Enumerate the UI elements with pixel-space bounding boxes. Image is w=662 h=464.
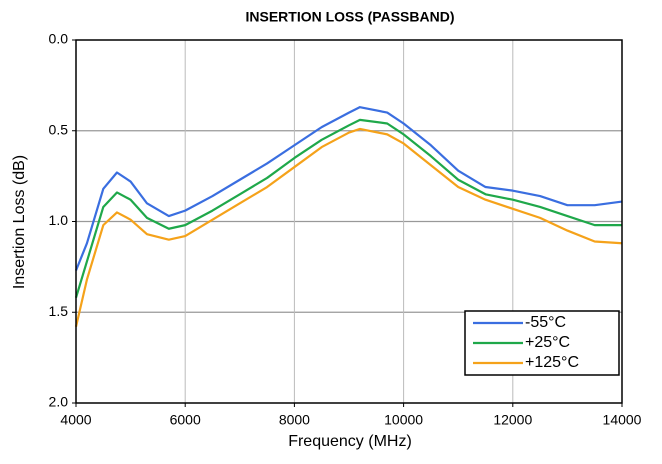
x-tick-label: 8000: [279, 412, 310, 428]
y-tick-label: 2.0: [49, 394, 69, 410]
x-tick-label: 4000: [60, 412, 91, 428]
x-tick-label: 10000: [384, 412, 423, 428]
y-tick-label: 1.0: [49, 212, 69, 228]
x-tick-label: 6000: [170, 412, 201, 428]
legend-label: +125°C: [525, 354, 579, 371]
series-line: [74, 127, 623, 328]
chart-title: INSERTION LOSS (PASSBAND): [246, 9, 455, 25]
x-tick-label: 12000: [493, 412, 532, 428]
y-tick-label: 1.5: [49, 303, 69, 319]
series-line: [74, 118, 622, 299]
legend-label: +25°C: [525, 334, 570, 351]
series-line: [74, 106, 623, 271]
y-tick-label: 0.0: [49, 31, 69, 47]
plot-frame: [75, 39, 623, 404]
legend-label: -55°C: [525, 314, 566, 331]
y-tick-label: 0.5: [49, 121, 69, 137]
x-axis-label: Frequency (MHz): [288, 433, 412, 450]
x-tick-label: 14000: [603, 412, 642, 428]
y-axis-label: Insertion Loss (dB): [11, 155, 28, 289]
